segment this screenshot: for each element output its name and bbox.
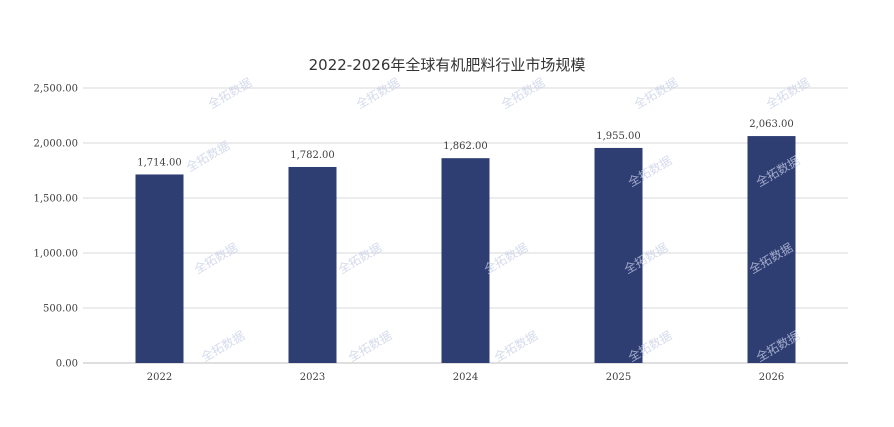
x-axis-ticks: 2022 2023 2024 2025 2026 xyxy=(147,372,784,383)
watermark-text: 全拓数据 xyxy=(335,240,384,277)
data-label: 1,782.00 xyxy=(290,150,335,161)
watermark-text: 全拓数据 xyxy=(498,75,547,112)
data-label: 1,862.00 xyxy=(443,141,488,152)
bar xyxy=(288,166,337,363)
bar xyxy=(594,147,643,363)
watermark-text: 全拓数据 xyxy=(191,240,240,277)
x-tick-label: 2023 xyxy=(300,372,325,383)
bars xyxy=(135,136,796,363)
bar xyxy=(135,174,184,363)
bar xyxy=(747,136,796,363)
x-tick-label: 2026 xyxy=(759,372,784,383)
bar xyxy=(441,158,490,363)
x-tick-label: 2022 xyxy=(147,372,172,383)
watermark-text: 全拓数据 xyxy=(353,75,402,112)
y-tick-label: 1,500.00 xyxy=(33,194,78,205)
y-tick-label: 2,500.00 xyxy=(33,84,78,95)
x-tick-label: 2024 xyxy=(453,372,478,383)
chart-title: 2022-2026年全球有机肥料行业市场规模 xyxy=(309,56,586,74)
data-label: 1,955.00 xyxy=(596,131,641,142)
watermark-text: 全拓数据 xyxy=(345,328,394,365)
data-label: 1,714.00 xyxy=(137,157,182,168)
y-tick-label: 1,000.00 xyxy=(33,249,78,260)
data-labels: 1,714.00 1,782.00 1,862.00 1,955.00 2,063.00 xyxy=(137,119,794,168)
y-tick-label: 2,000.00 xyxy=(33,139,78,150)
y-axis-ticks: 0.00 500.00 1,000.00 1,500.00 2,000.00 2,500.… xyxy=(33,84,78,370)
watermark-text: 全拓数据 xyxy=(205,75,254,112)
y-tick-label: 500.00 xyxy=(43,304,78,315)
y-tick-label: 0.00 xyxy=(56,359,78,370)
x-tick-label: 2025 xyxy=(606,372,631,383)
data-label: 2,063.00 xyxy=(749,119,794,130)
watermark-text: 全拓数据 xyxy=(198,328,247,365)
watermark-text: 全拓数据 xyxy=(491,328,540,365)
watermark-text: 全拓数据 xyxy=(763,75,812,112)
watermark-text: 全拓数据 xyxy=(631,75,680,112)
